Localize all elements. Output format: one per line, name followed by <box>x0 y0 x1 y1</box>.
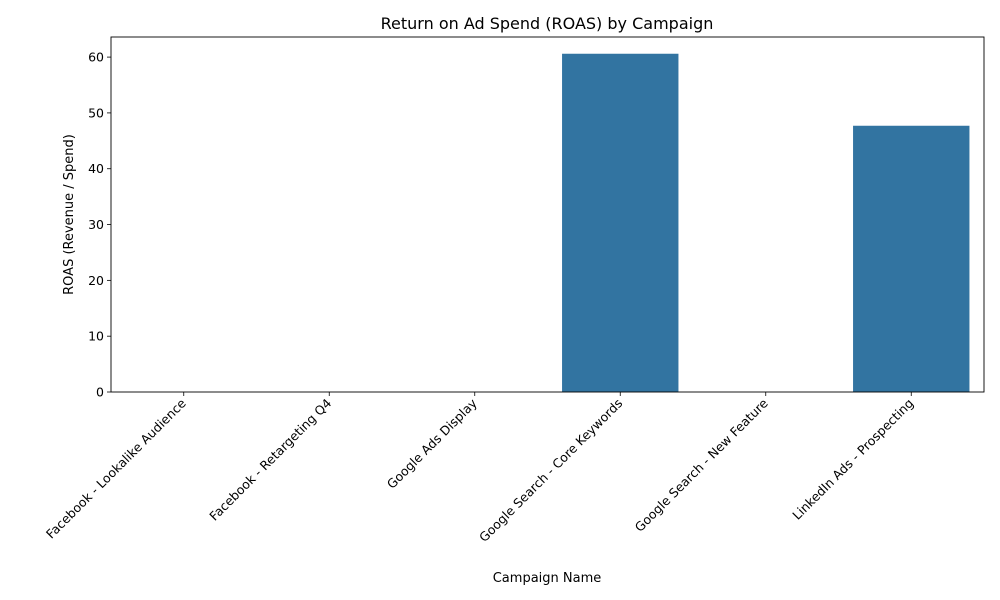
bar <box>853 125 970 392</box>
x-axis-ticks: Facebook - Lookalike Audience Facebook - … <box>43 392 916 545</box>
x-tick-label: Google Search - Core Keywords <box>476 396 625 545</box>
bar <box>562 53 679 393</box>
y-tick-label: 40 <box>88 161 104 176</box>
y-axis-ticks: 0 10 20 30 40 50 60 <box>88 50 111 400</box>
x-tick-label: Google Search - New Feature <box>632 395 771 534</box>
bars-group <box>562 53 970 393</box>
chart-title: Return on Ad Spend (ROAS) by Campaign <box>381 14 714 33</box>
x-tick-label: LinkedIn Ads - Prospecting <box>789 396 916 523</box>
y-tick-label: 50 <box>88 105 104 120</box>
y-axis-label: ROAS (Revenue / Spend) <box>62 134 77 295</box>
x-axis-label: Campaign Name <box>493 571 602 586</box>
plot-frame <box>110 36 985 393</box>
y-tick-label: 10 <box>88 329 104 344</box>
y-tick-label: 30 <box>88 217 104 232</box>
x-tick-label: Google Ads Display <box>384 395 481 492</box>
x-tick-label: Facebook - Lookalike Audience <box>43 395 189 541</box>
y-tick-label: 0 <box>96 385 104 400</box>
x-tick-label: Facebook - Retargeting Q4 <box>206 395 334 523</box>
y-tick-label: 60 <box>88 50 104 65</box>
y-tick-label: 20 <box>88 273 104 288</box>
